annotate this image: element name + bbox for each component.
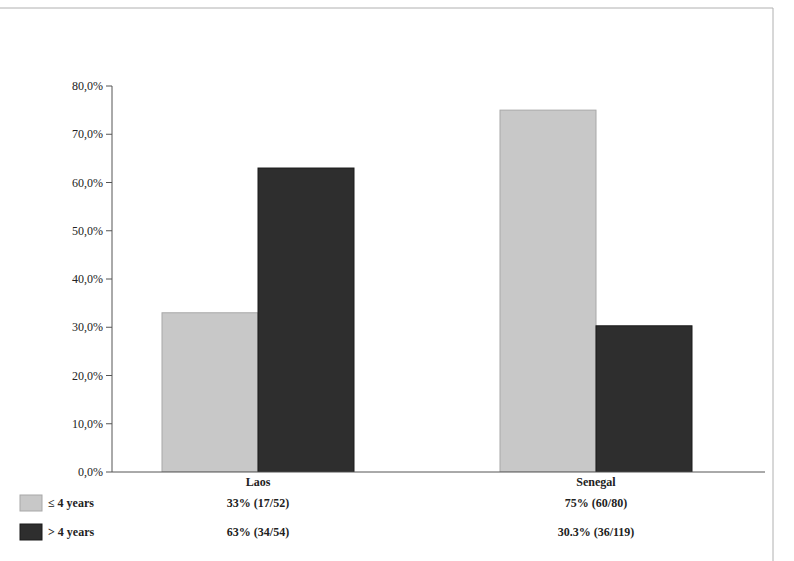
chart: 0,0% 10,0% 20,0% 30,0% 40,0% 50,0% 60,0% 70,0% 8… <box>0 0 794 561</box>
legend-swatch <box>20 495 42 511</box>
y-tick <box>106 86 112 87</box>
y-tick-label: 20,0% <box>72 369 103 383</box>
y-tick-label: 10,0% <box>72 417 103 431</box>
y-axis <box>112 86 113 472</box>
y-tick <box>106 279 112 280</box>
y-tick <box>106 423 112 424</box>
bar <box>500 110 596 472</box>
bar <box>596 326 692 472</box>
y-tick-label: 0,0% <box>78 465 103 479</box>
frame-top <box>0 8 773 9</box>
bars <box>162 110 692 472</box>
y-tick <box>106 230 112 231</box>
y-tick <box>106 375 112 376</box>
data-label: 75% (60/80) <box>565 496 627 510</box>
y-tick-label: 40,0% <box>72 272 103 286</box>
x-tick-label: Senegal <box>576 475 616 489</box>
frame-right <box>773 8 774 561</box>
legend-label: > 4 years <box>48 525 94 539</box>
y-tick-label: 60,0% <box>72 176 103 190</box>
bar <box>162 313 258 472</box>
y-tick <box>106 327 112 328</box>
y-tick-label: 80,0% <box>72 79 103 93</box>
y-tick <box>106 472 112 473</box>
y-tick <box>106 134 112 135</box>
y-tick-label: 30,0% <box>72 320 103 334</box>
data-label: 63% (34/54) <box>227 525 289 539</box>
x-axis <box>112 472 765 473</box>
legend-label: ≤ 4 years <box>48 496 94 510</box>
y-tick <box>106 182 112 183</box>
y-tick-label: 70,0% <box>72 127 103 141</box>
data-label: 33% (17/52) <box>227 496 289 510</box>
x-tick-label: Laos <box>246 475 271 489</box>
data-label: 30.3% (36/119) <box>558 525 635 539</box>
legend-swatch <box>20 524 42 540</box>
y-tick-label: 50,0% <box>72 224 103 238</box>
bar <box>258 168 354 472</box>
